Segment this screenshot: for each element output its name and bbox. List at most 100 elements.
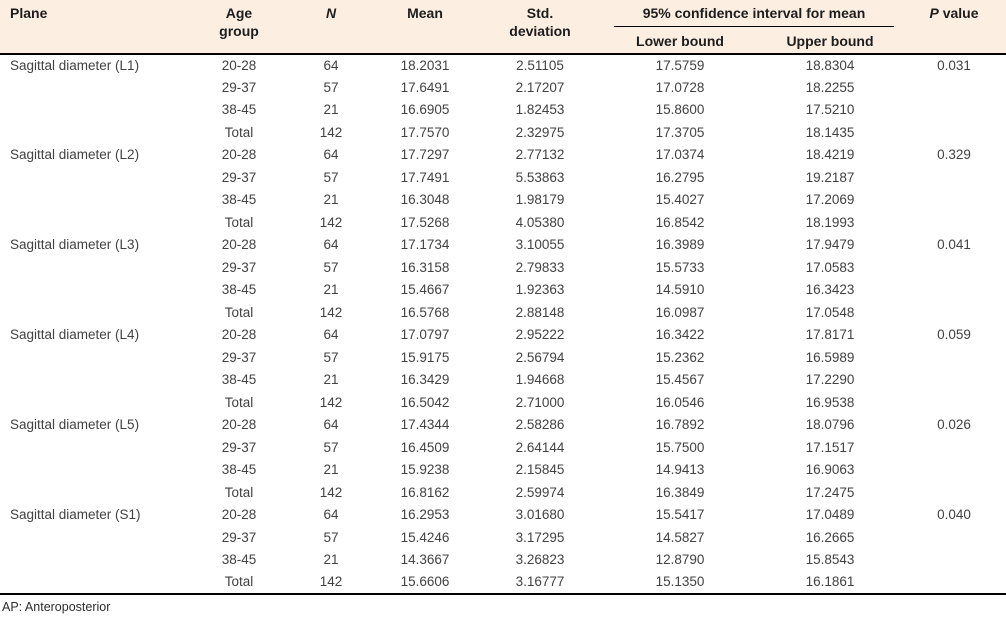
mean-cell: 18.2031 (400, 57, 450, 73)
n-cell: 64 (323, 57, 339, 73)
column-header-ci-group: 95% confidence interval for mean (610, 0, 910, 28)
lower-bound-cell: 15.7500 (655, 439, 705, 455)
p-value-cell (910, 437, 1006, 460)
mean-cell: 15.6606 (380, 571, 470, 595)
n-cell: 142 (282, 571, 380, 595)
mean-cell: 17.7297 (400, 147, 450, 163)
p-value-cell (910, 392, 1006, 415)
p-value-cell (910, 167, 1006, 190)
std-deviation-cell: 1.94668 (515, 372, 565, 388)
age-group-cell: 20-28 (221, 507, 257, 523)
mean-cell: 17.6491 (400, 79, 450, 95)
p-value-cell: 0.329 (937, 147, 971, 163)
upper-bound-cell: 17.2475 (805, 484, 855, 500)
n-cell: 64 (323, 417, 339, 433)
mean-cell: 15.4667 (400, 282, 450, 298)
n-cell: 57 (323, 169, 339, 185)
plane-cell (0, 302, 196, 325)
p-value-cell: 0.059 (937, 327, 971, 343)
lower-bound-cell: 16.0546 (655, 394, 705, 410)
table-footnote: AP: Anteroposterior (2, 600, 111, 614)
column-header-upper-bound: Upper bound (750, 28, 910, 55)
p-value-cell: 0.031 (937, 57, 971, 73)
table-row: 29-37 57 15.9175 2.56794 15.2362 16.5989 (0, 347, 1006, 370)
age-group-cell: 29-37 (221, 349, 257, 365)
lower-bound-cell: 14.9413 (655, 462, 705, 478)
p-value-cell: 0.040 (937, 507, 971, 523)
plane-cell (0, 212, 196, 235)
plane-cell (0, 482, 196, 505)
lower-bound-cell: 15.5417 (655, 507, 705, 523)
plane-cell: Sagittal diameter (L2) (10, 147, 140, 163)
upper-bound-cell: 16.2665 (805, 529, 855, 545)
table-row: 29-37 57 16.3158 2.79833 15.5733 17.0583 (0, 257, 1006, 280)
table-row: Sagittal diameter (L4) 20-28 64 17.0797 2.95… (0, 324, 1006, 347)
upper-bound-cell: 18.1993 (805, 214, 855, 230)
std-deviation-cell: 2.95222 (515, 327, 565, 343)
table-row: 38-45 21 14.3667 3.26823 12.8790 15.8543 (0, 549, 1006, 572)
p-value-cell (910, 189, 1006, 212)
upper-bound-cell: 17.8171 (805, 327, 855, 343)
p-value-cell (910, 482, 1006, 505)
n-cell: 64 (323, 237, 339, 253)
p-value-cell (910, 99, 1006, 122)
mean-cell: 16.2953 (400, 507, 450, 523)
mean-cell: 17.0797 (400, 327, 450, 343)
table-row: Sagittal diameter (L1) 20-28 64 18.2031 2.51… (0, 54, 1006, 77)
age-group-cell: 29-37 (221, 169, 257, 185)
column-header-p-value: P value (910, 0, 1006, 55)
age-group-cell: 38-45 (221, 282, 257, 298)
lower-bound-cell: 15.5733 (655, 259, 705, 275)
upper-bound-cell: 18.0796 (805, 417, 855, 433)
age-group-cell: 38-45 (221, 462, 257, 478)
n-cell: 64 (323, 147, 339, 163)
std-deviation-cell: 2.59974 (515, 484, 565, 500)
p-value-header-italic: P (929, 5, 939, 21)
age-group-cell: 20-28 (221, 147, 257, 163)
plane-cell: Sagittal diameter (L5) (10, 417, 140, 433)
lower-bound-cell: 16.3422 (655, 327, 705, 343)
n-cell: 57 (323, 439, 339, 455)
n-cell: 57 (323, 259, 339, 275)
lower-bound-cell: 15.4567 (655, 372, 705, 388)
plane-cell (0, 527, 196, 550)
std-deviation-cell: 1.98179 (515, 192, 565, 208)
plane-cell (0, 167, 196, 190)
table-row: Total 142 16.5042 2.71000 16.0546 16.9538 (0, 392, 1006, 415)
upper-bound-cell: 17.0489 (805, 507, 855, 523)
upper-bound-cell: 16.5989 (805, 349, 855, 365)
table-row: Sagittal diameter (S1) 20-28 64 16.2953 3.01… (0, 504, 1006, 527)
upper-bound-cell: 17.0583 (805, 259, 855, 275)
upper-bound-cell: 16.9538 (805, 394, 855, 410)
ci-group-header-label: 95% confidence interval for mean (614, 4, 894, 27)
age-group-cell: 29-37 (221, 439, 257, 455)
upper-bound-cell: 17.2069 (805, 192, 855, 208)
mean-cell: 16.3158 (400, 259, 450, 275)
column-header-plane: Plane (0, 0, 196, 55)
lower-bound-cell: 17.0728 (655, 79, 705, 95)
statistics-table: Plane Age group N Mean Std. deviation 95… (0, 0, 1006, 595)
mean-cell: 17.1734 (400, 237, 450, 253)
lower-bound-cell: 16.3989 (655, 237, 705, 253)
age-group-cell: 38-45 (221, 552, 257, 568)
std-deviation-cell: 2.77132 (515, 147, 565, 163)
age-group-cell: Total (224, 124, 254, 140)
n-cell: 57 (323, 529, 339, 545)
p-value-cell (910, 302, 1006, 325)
plane-cell (0, 99, 196, 122)
plane-cell (0, 571, 196, 595)
header-row-bounds: Lower bound Upper bound (0, 28, 1006, 55)
std-deviation-cell: 3.10055 (515, 237, 565, 253)
n-cell: 64 (323, 327, 339, 343)
p-value-cell (910, 527, 1006, 550)
age-group-cell: Total (224, 304, 254, 320)
p-value-cell (910, 347, 1006, 370)
plane-cell (0, 549, 196, 572)
lower-bound-cell: 16.7892 (655, 417, 705, 433)
table-header: Plane Age group N Mean Std. deviation 95… (0, 0, 1006, 55)
upper-bound-cell: 19.2187 (805, 169, 855, 185)
plane-cell (0, 459, 196, 482)
upper-bound-cell: 16.1861 (750, 571, 910, 595)
std-deviation-cell: 5.53863 (515, 169, 565, 185)
lower-bound-cell: 15.1350 (610, 571, 750, 595)
